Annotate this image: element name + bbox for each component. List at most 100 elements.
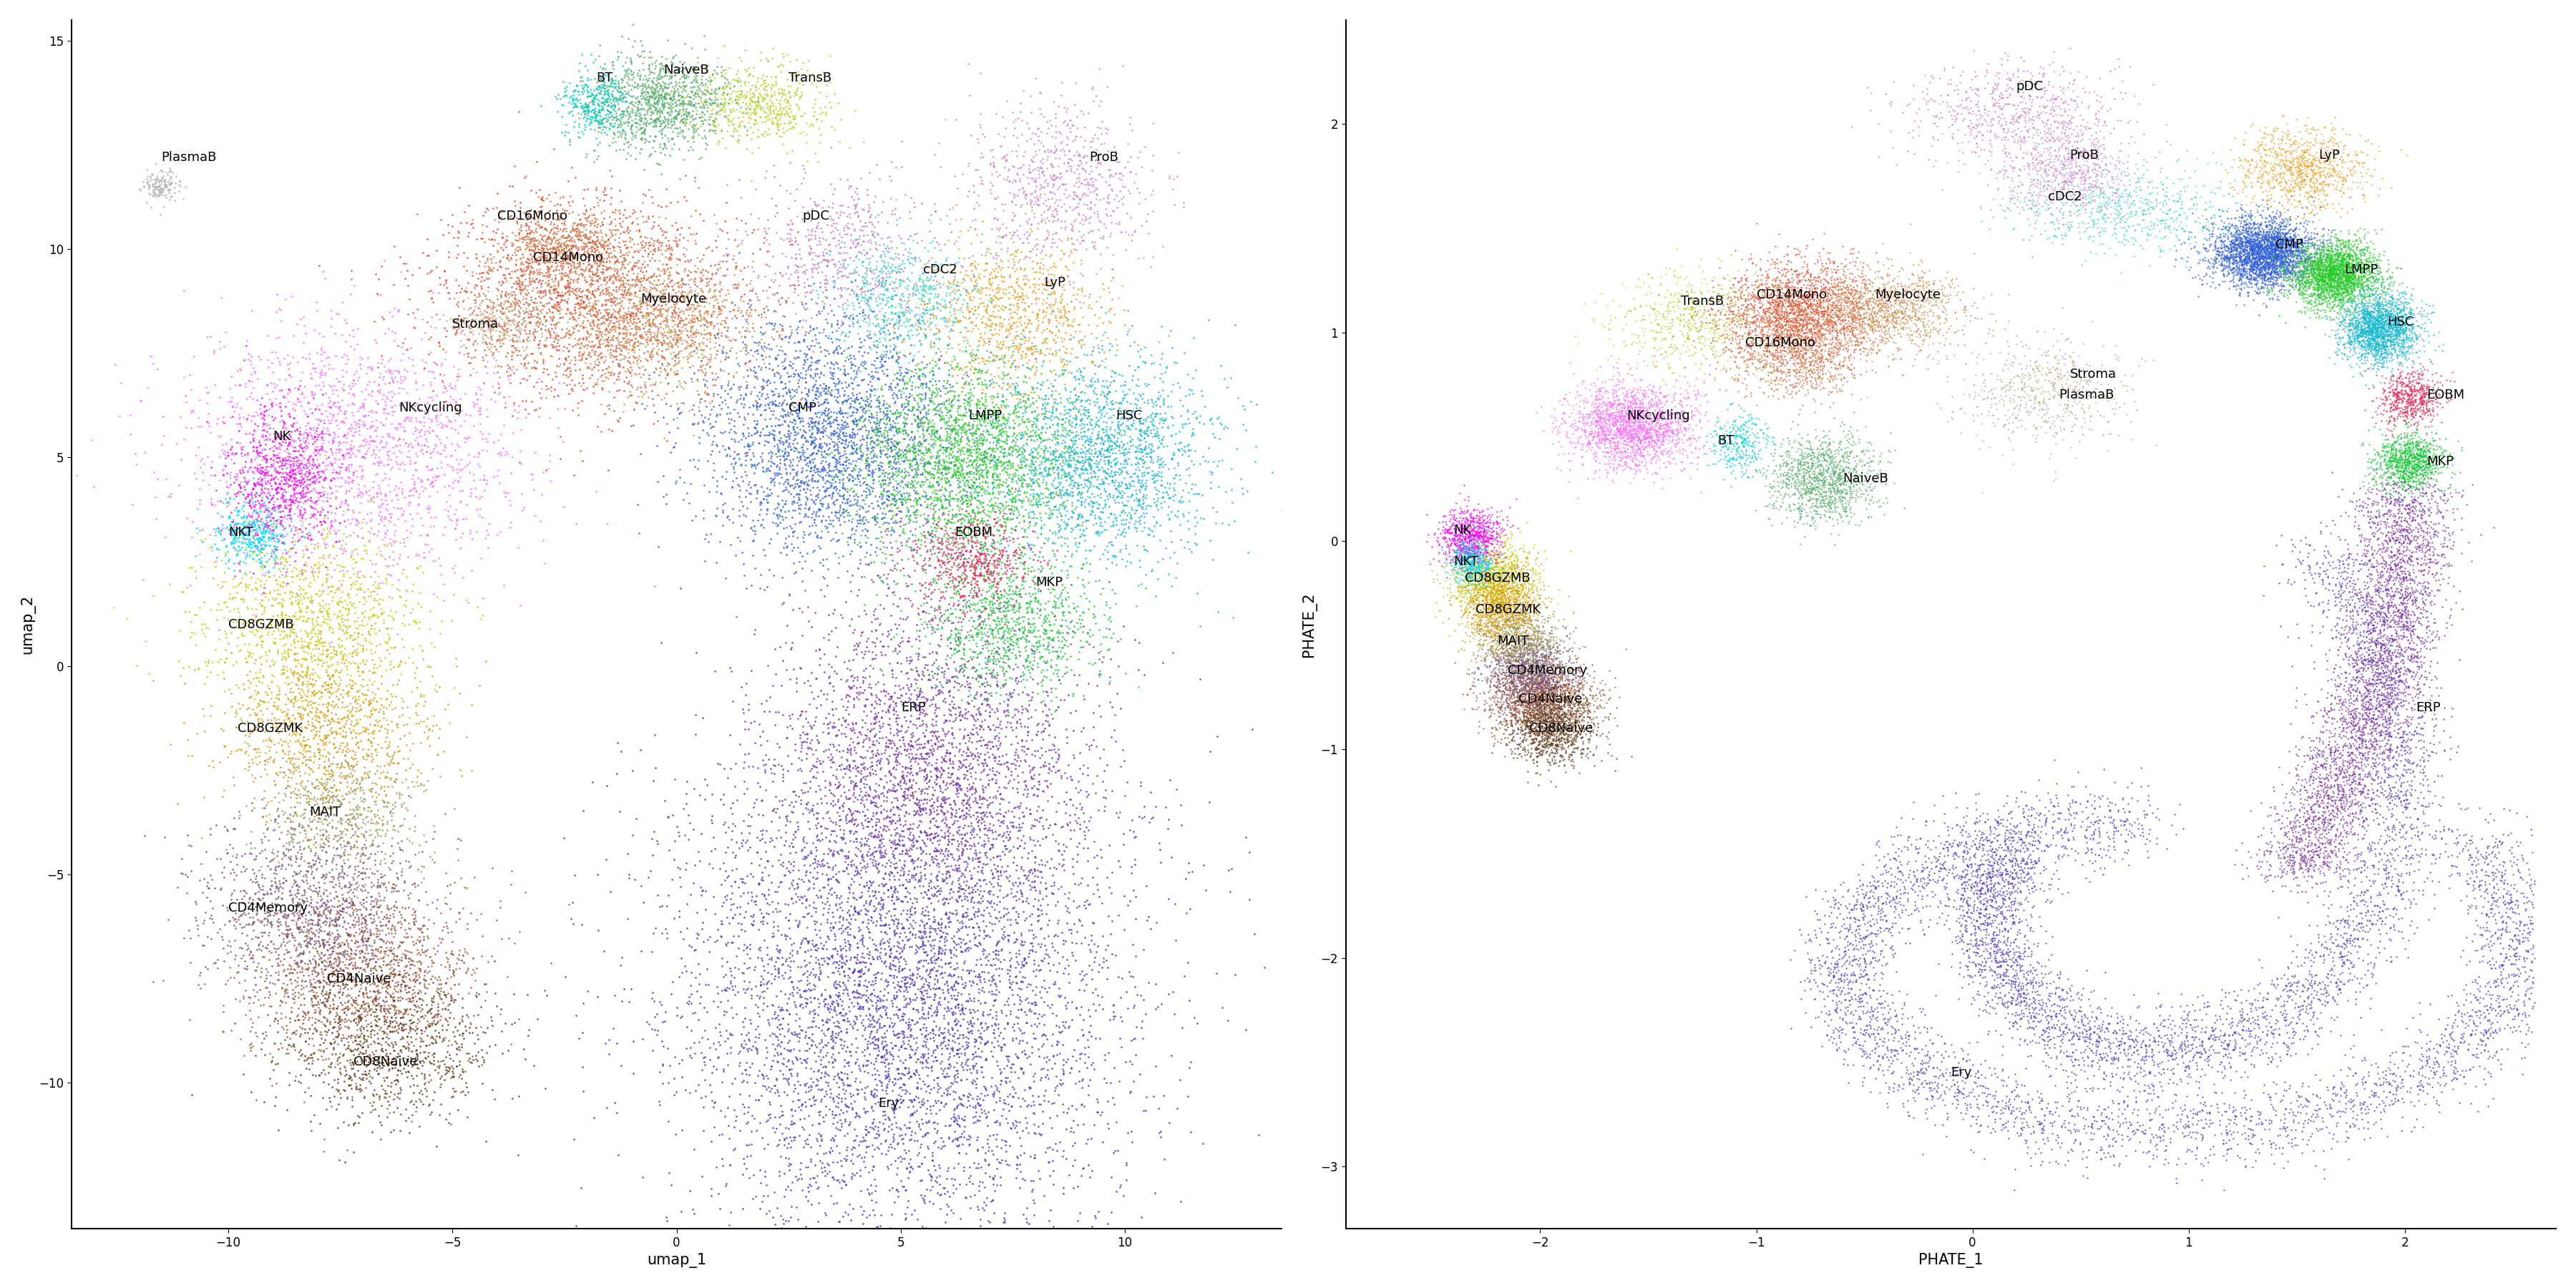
Point — [2406, 533, 2447, 554]
Point — [1772, 317, 1814, 337]
Point — [2027, 357, 2069, 377]
Point — [2004, 191, 2045, 211]
Point — [541, 263, 582, 283]
Point — [2329, 246, 2370, 267]
Point — [1842, 304, 1883, 325]
Point — [2334, 699, 2375, 720]
Point — [2393, 353, 2434, 374]
Point — [376, 863, 417, 884]
Point — [2326, 877, 2367, 898]
Point — [2269, 846, 2311, 867]
Point — [278, 706, 319, 726]
Point — [1662, 431, 1703, 452]
Point — [822, 1005, 863, 1025]
Point — [914, 265, 956, 286]
Point — [2385, 712, 2427, 733]
Point — [2071, 210, 2112, 231]
Point — [1499, 658, 1540, 679]
Point — [1718, 365, 1759, 385]
Point — [595, 316, 636, 336]
Point — [927, 457, 969, 478]
Point — [2385, 304, 2427, 325]
Point — [590, 188, 631, 209]
Point — [317, 426, 358, 447]
Point — [2208, 1038, 2249, 1059]
Point — [2306, 274, 2347, 295]
Point — [2223, 1081, 2264, 1101]
Point — [392, 509, 433, 529]
Point — [2182, 1018, 2223, 1038]
Point — [1777, 464, 1819, 484]
Point — [1826, 431, 1868, 452]
Point — [832, 850, 873, 871]
Point — [1607, 422, 1649, 443]
Point — [554, 81, 595, 102]
Point — [956, 549, 997, 569]
Point — [1973, 948, 2014, 969]
Point — [925, 988, 966, 1009]
Point — [567, 287, 608, 308]
Point — [2331, 1091, 2372, 1112]
Point — [1481, 571, 1522, 591]
Point — [2210, 238, 2251, 259]
Point — [899, 680, 940, 701]
Point — [1556, 738, 1597, 759]
Point — [325, 944, 366, 965]
Point — [2391, 496, 2432, 516]
Point — [528, 258, 569, 278]
Point — [1530, 707, 1571, 728]
Point — [227, 507, 268, 528]
Point — [1757, 283, 1798, 304]
Point — [1878, 1019, 1919, 1039]
Point — [1087, 440, 1128, 461]
Point — [1906, 282, 1947, 303]
Point — [848, 1136, 889, 1157]
Point — [312, 581, 353, 601]
Point — [1450, 516, 1492, 537]
Point — [2038, 868, 2079, 889]
Point — [956, 461, 997, 482]
Point — [853, 934, 894, 954]
Point — [559, 225, 600, 246]
Point — [1788, 295, 1829, 316]
Point — [842, 444, 884, 465]
Point — [858, 721, 899, 742]
Point — [914, 1002, 956, 1023]
Point — [994, 384, 1036, 404]
Point — [773, 979, 814, 999]
Point — [2300, 813, 2342, 833]
Point — [976, 477, 1018, 497]
Point — [2038, 184, 2079, 205]
Point — [2447, 895, 2488, 916]
Point — [422, 573, 464, 594]
Point — [1625, 444, 1667, 465]
Point — [871, 507, 912, 528]
Point — [1844, 885, 1886, 905]
Point — [786, 390, 827, 411]
Point — [283, 943, 325, 963]
Point — [1953, 292, 1994, 313]
Point — [1479, 668, 1520, 689]
Point — [618, 294, 659, 314]
Point — [935, 529, 976, 550]
Point — [549, 243, 590, 264]
Point — [2285, 227, 2326, 247]
Point — [1741, 308, 1783, 328]
Point — [376, 446, 417, 466]
Point — [2197, 241, 2239, 261]
Point — [1793, 287, 1834, 308]
Point — [484, 237, 526, 258]
Point — [1489, 589, 1530, 609]
Point — [605, 61, 647, 81]
Point — [559, 301, 600, 322]
Point — [914, 1112, 956, 1132]
Point — [909, 471, 951, 492]
Point — [2081, 1014, 2123, 1034]
Point — [2239, 223, 2280, 243]
Point — [255, 510, 296, 531]
Point — [899, 388, 940, 408]
Point — [404, 974, 446, 994]
Point — [2318, 242, 2360, 263]
Point — [2285, 272, 2326, 292]
Point — [2035, 359, 2076, 380]
